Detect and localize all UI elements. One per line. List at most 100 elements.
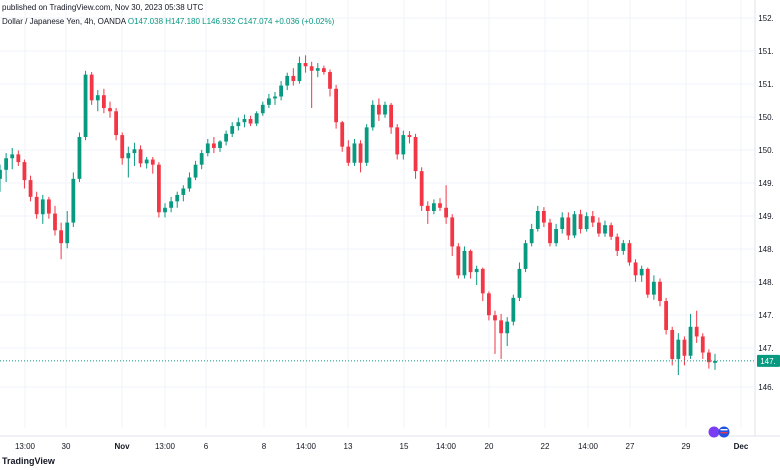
candle-body (633, 262, 638, 276)
x-tick-label: 13:00 (15, 442, 36, 451)
candle-body (34, 196, 39, 215)
x-tick-label: 13:00 (155, 442, 176, 451)
flag-stripe (720, 432, 728, 434)
candle-body (59, 230, 64, 244)
candle-body (315, 68, 320, 71)
candle-body (53, 213, 57, 231)
candle-body (468, 250, 473, 273)
candle-body (615, 236, 620, 251)
candle-body (279, 85, 284, 97)
x-tick-label: 22 (541, 442, 550, 451)
candle-body (535, 211, 540, 230)
candle-body (621, 243, 626, 251)
candle-body (651, 281, 656, 295)
y-tick-label: 147. (758, 344, 774, 353)
y-tick-label: 150. (758, 146, 774, 155)
candle-body (419, 171, 424, 206)
event-flag-icon[interactable] (708, 426, 720, 438)
candle-body (370, 104, 375, 128)
x-tick-label: 14:00 (578, 442, 599, 451)
x-tick-label: 27 (626, 442, 635, 451)
candle-body (444, 207, 449, 218)
x-tick-label: 14:00 (436, 442, 457, 451)
candle-body (486, 293, 491, 316)
candle-body (499, 320, 504, 334)
candle-body (150, 159, 155, 165)
candle-body (407, 135, 412, 138)
candle-body (572, 214, 577, 236)
candle-body (511, 297, 516, 322)
candle-body (364, 127, 369, 163)
candle-body (77, 137, 82, 179)
candle-body (456, 246, 461, 276)
candle-body (71, 178, 76, 223)
x-tick-label: Dec (734, 442, 749, 451)
candle-body (297, 63, 302, 82)
candle-body (205, 143, 210, 154)
candle-body (529, 229, 534, 244)
candle-body (706, 352, 711, 363)
candle-body (517, 268, 522, 298)
candle-body (83, 74, 88, 138)
y-tick-label: 148. (758, 245, 774, 254)
candle-body (609, 225, 614, 237)
candle-body (523, 243, 528, 269)
symbol-legend: Dollar / Japanese Yen, 4h, OANDA O147.03… (2, 17, 334, 26)
last-price-text: 147. (760, 357, 776, 366)
candle-body (16, 154, 21, 163)
candle-body (169, 201, 174, 208)
candle-body (199, 153, 204, 165)
event-markers[interactable] (708, 426, 730, 438)
candle-body (505, 321, 510, 334)
candle-body (682, 339, 687, 356)
candle-body (22, 162, 27, 181)
y-tick-label: 151. (758, 47, 774, 56)
candle-body (352, 143, 357, 163)
time-axis: 13:00 30 Nov 13:00 6 8 14:00 13 15 14:00 20 22 14:00… (0, 435, 780, 451)
x-tick-label: 8 (262, 442, 267, 451)
candle-body (431, 203, 436, 211)
candle-body (645, 268, 650, 295)
candle-body (321, 68, 326, 73)
candle-body (328, 72, 332, 89)
candle-body (101, 95, 106, 109)
x-tick-label: 14:00 (296, 442, 317, 451)
candle-body (688, 326, 693, 356)
tradingview-logo[interactable]: TradingView (2, 456, 55, 466)
candle-body (548, 222, 552, 244)
candle-body (10, 154, 15, 159)
candle-body (584, 216, 589, 230)
candle-body (334, 88, 339, 123)
candle-body (358, 143, 363, 163)
candle-body (236, 122, 241, 127)
candle-body (120, 135, 125, 159)
candle-body (462, 250, 467, 276)
price-axis: 152. 151. 151. 150. 150. 149. 149. 148. 148. 147.… (758, 14, 774, 392)
candle-body (242, 119, 247, 123)
candle-body (670, 330, 675, 359)
candle-body (0, 169, 2, 179)
candle-body (566, 217, 571, 236)
candle-body (303, 63, 308, 67)
candle-body (639, 268, 644, 276)
y-tick-label: 151. (758, 80, 774, 89)
candle-body (694, 326, 699, 337)
candle-body (413, 137, 418, 172)
candle-body (541, 211, 546, 223)
candle-body (132, 149, 137, 154)
candle-body (578, 214, 583, 230)
candle-body (493, 315, 497, 321)
x-tick-label: 13 (344, 442, 353, 451)
candle-body (383, 104, 387, 115)
candle-series (0, 55, 717, 376)
candle-body (46, 199, 51, 214)
candle-body (340, 122, 345, 147)
y-tick-label: 147. (758, 311, 774, 320)
candle-body (144, 159, 149, 164)
candle-body (95, 95, 100, 101)
candle-body (590, 216, 595, 223)
candle-body (596, 222, 601, 234)
candle-body (4, 158, 9, 170)
last-price-label: 147. (757, 354, 780, 367)
candle-body (713, 360, 717, 363)
